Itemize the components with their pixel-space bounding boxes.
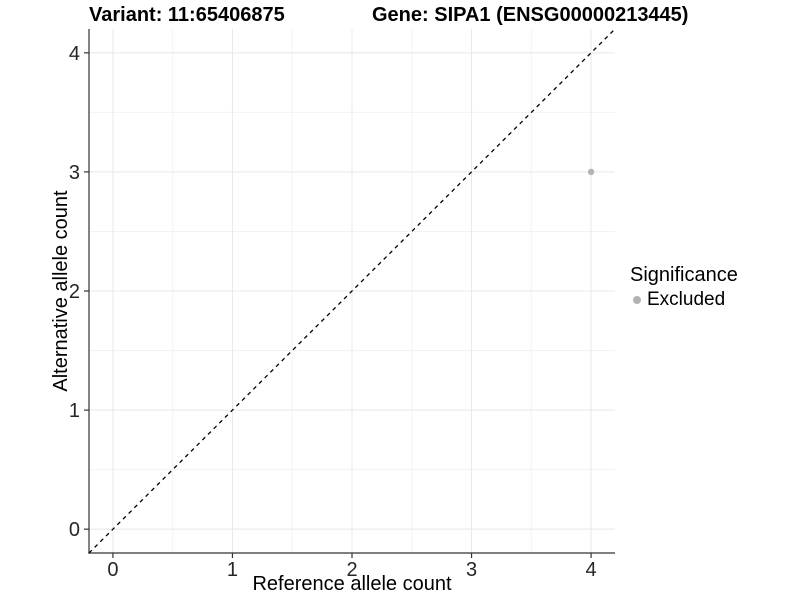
- excluded-swatch-icon: [633, 296, 641, 304]
- y-axis-title: Alternative allele count: [50, 190, 72, 392]
- y-tick-label: 3: [69, 162, 80, 184]
- x-axis-title: Reference allele count: [252, 573, 452, 595]
- legend-title: Significance: [630, 264, 738, 286]
- legend-item-label: Excluded: [647, 289, 726, 310]
- y-tick-label: 1: [69, 400, 80, 422]
- x-tick-label: 2: [346, 559, 357, 581]
- y-tick-label: 0: [69, 519, 80, 541]
- variant-title: Variant: 11:65406875: [89, 4, 285, 26]
- legend-item-excluded: Excluded: [633, 289, 738, 311]
- x-tick-label: 3: [466, 559, 477, 581]
- x-tick-label: 1: [227, 559, 238, 581]
- identity-dashed-line: [88, 28, 616, 554]
- y-tick-label: 4: [69, 43, 80, 65]
- y-tick-label: 2: [69, 281, 80, 303]
- legend: Significance Excluded: [630, 264, 738, 311]
- x-tick-label: 0: [107, 559, 118, 581]
- gene-title: Gene: SIPA1 (ENSG00000213445): [372, 4, 689, 26]
- data-point-excluded: [587, 168, 595, 176]
- x-tick-label: 4: [586, 559, 597, 581]
